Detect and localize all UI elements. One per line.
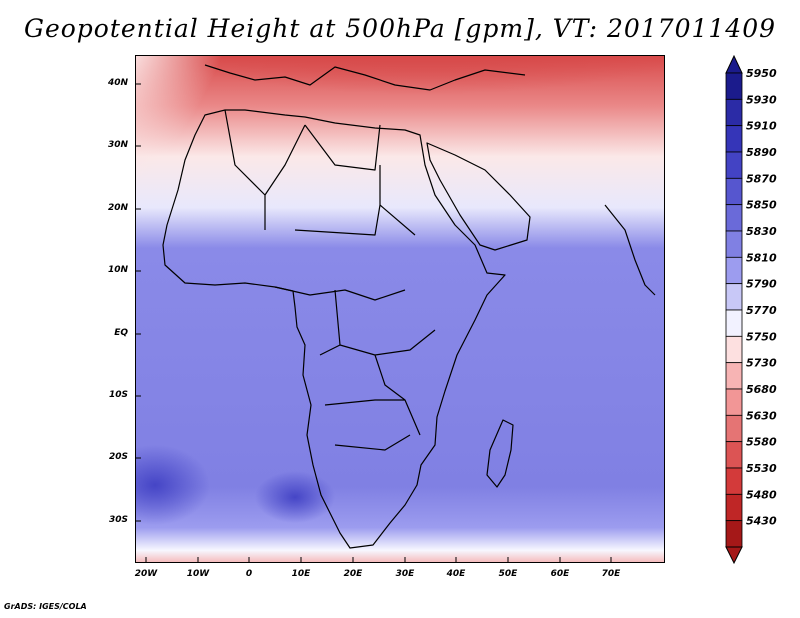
legend-level-label: 5750 [746, 330, 777, 343]
legend-swatch [725, 98, 743, 127]
legend-level-label: 5930 [746, 93, 777, 106]
chart-title: Geopotential Height at 500hPa [gpm], VT:… [23, 14, 777, 43]
geopotential-map [135, 55, 665, 563]
legend-swatch [725, 493, 743, 522]
legend-swatch [725, 204, 743, 232]
y-tick-label: 30S [108, 515, 128, 525]
legend-swatch [725, 362, 743, 390]
x-tick-label: 40E [446, 569, 466, 579]
madagascar [486, 419, 514, 488]
legend-swatch [725, 467, 743, 495]
africa-coastline [162, 109, 506, 549]
legend-swatch [725, 151, 743, 179]
color-legend: 5950 5930 5910 5890 5870 5850 5830 5810 5790 5770… [725, 55, 777, 565]
legend-swatch [725, 230, 743, 258]
legend-level-label: 5830 [746, 225, 777, 238]
legend-level-label: 5950 [746, 67, 777, 80]
x-tick-label: 10W [186, 569, 210, 579]
legend-level-label: 5580 [746, 436, 777, 449]
legend-swatch [725, 414, 743, 443]
x-tick-label: 30E [395, 569, 415, 579]
y-tick-label: 10S [108, 390, 128, 400]
legend-level-label: 5790 [746, 278, 777, 291]
legend-level-label: 5630 [746, 409, 777, 422]
legend-level-label: 5910 [746, 120, 777, 133]
y-tick-label: 40N [107, 78, 128, 88]
india-coast [604, 204, 656, 296]
borders-central [274, 286, 436, 451]
legend-level-label: 5850 [746, 199, 777, 212]
legend-level-label: 5530 [746, 462, 777, 475]
legend-swatch [725, 72, 743, 100]
x-tick-label: 20W [134, 569, 158, 579]
borders-north [224, 109, 416, 236]
legend-level-label: 5680 [746, 383, 777, 396]
y-tick-label: EQ [114, 328, 128, 338]
legend-swatch [725, 256, 743, 285]
legend-level-label: 5810 [746, 251, 777, 264]
x-tick-label: 0 [245, 569, 253, 579]
x-tick-label: 20E [343, 569, 363, 579]
legend-level-label: 5890 [746, 146, 777, 159]
x-tick-label: 60E [550, 569, 570, 579]
legend-swatch [725, 441, 743, 469]
legend-level-label: 5870 [746, 172, 777, 185]
legend-swatch [725, 177, 743, 206]
legend-level-label: 5480 [746, 488, 777, 501]
legend-swatch [725, 125, 743, 153]
y-tick-label: 10N [107, 265, 128, 275]
legend-level-label: 5770 [746, 304, 777, 317]
legend-arrow-top [725, 55, 743, 74]
y-tick-label: 30N [107, 140, 128, 150]
legend-swatch [725, 388, 743, 416]
europe-coast [204, 64, 526, 91]
legend-arrow-bottom [725, 546, 743, 565]
x-tick-label: 10E [291, 569, 311, 579]
legend-level-label: 5730 [746, 357, 777, 370]
x-tick-label: 50E [498, 569, 518, 579]
y-tick-label: 20S [108, 452, 128, 462]
legend-swatch [725, 335, 743, 364]
legend-swatch [725, 283, 743, 311]
x-tick-label: 70E [601, 569, 621, 579]
legend-swatch [725, 309, 743, 337]
legend-swatch [725, 520, 743, 548]
grads-credit: GrADS: IGES/COLA [4, 602, 87, 611]
legend-level-label: 5430 [746, 515, 777, 528]
arabian-peninsula [426, 142, 531, 251]
y-tick-label: 20N [107, 203, 128, 213]
